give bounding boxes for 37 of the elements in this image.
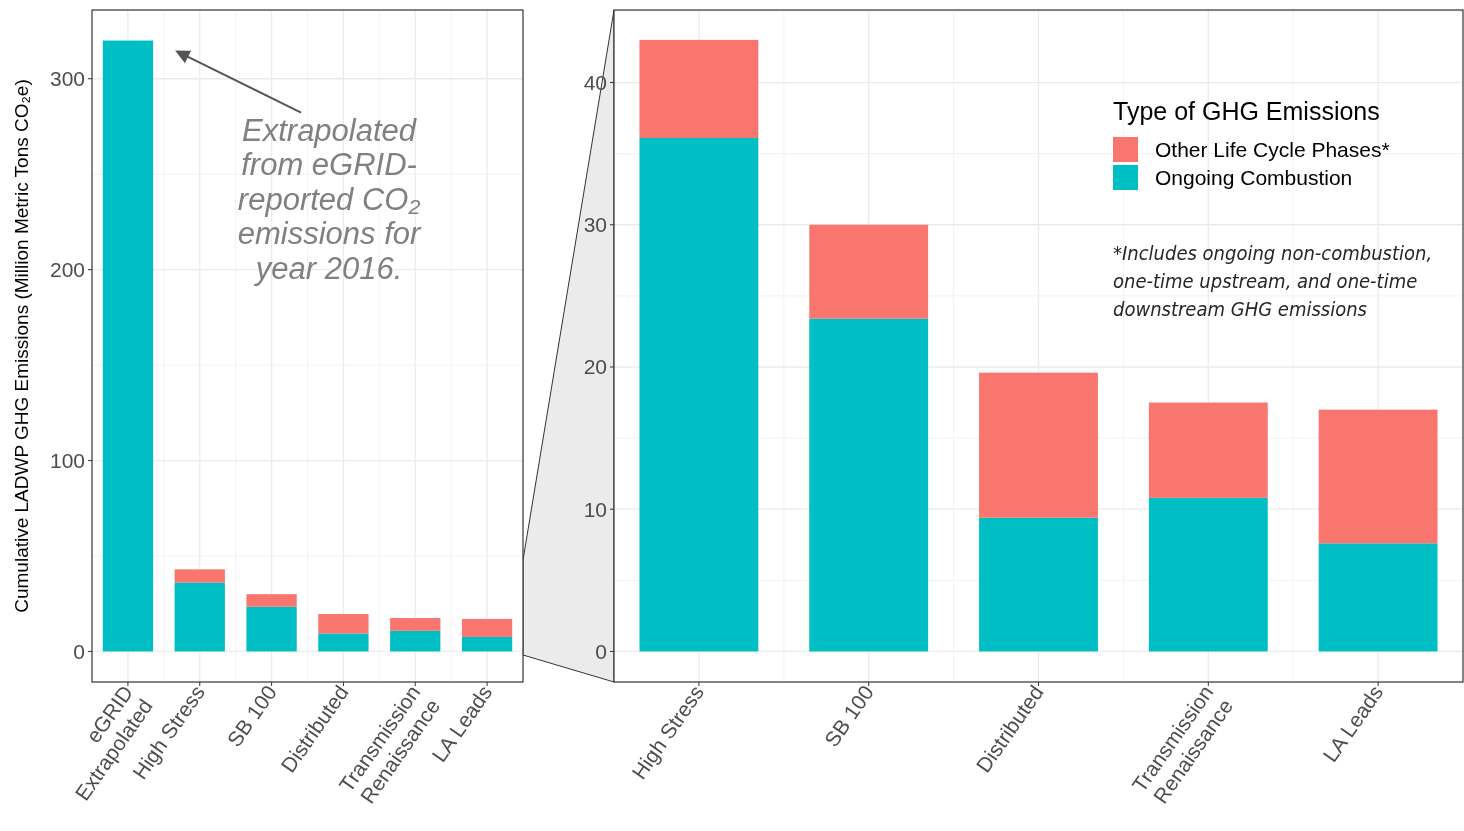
bar (809, 318, 929, 652)
y-tick-label: 30 (583, 213, 607, 237)
annotation: *Includes ongoing non-combustion, one-time upstream, and one-time downstream GHG emissions (1113, 241, 1433, 321)
bar (390, 630, 441, 652)
bar (1318, 409, 1438, 544)
bar (809, 224, 929, 319)
y-tick-label: 10 (583, 497, 607, 521)
bar (246, 606, 297, 652)
x-tick-label: SB 100 (819, 681, 878, 751)
bar (461, 619, 513, 637)
legend-label: Ongoing Combustion (1155, 166, 1353, 190)
bar (639, 138, 759, 652)
bar (318, 633, 369, 652)
bar (246, 594, 297, 607)
y-tick-label: 0 (595, 639, 607, 663)
bar (461, 636, 513, 652)
bar (318, 614, 369, 634)
y-tick-label: 20 (583, 355, 607, 379)
y-tick-label: 200 (49, 257, 85, 281)
bar (979, 372, 1098, 518)
legend-label: Other Life Cycle Phases* (1155, 138, 1390, 162)
bar (639, 39, 759, 138)
bar (1148, 497, 1268, 652)
bar (1318, 543, 1438, 652)
y-tick-label: 300 (49, 67, 85, 91)
bar (102, 40, 154, 652)
y-axis-title: Cumulative LADWP GHG Emissions (Million Metric Tons CO₂e) (11, 79, 32, 613)
bar (1148, 402, 1268, 498)
annotation: Extrapolated from eGRID- reported CO₂ emissions for year 2016. (237, 112, 423, 286)
bar (174, 582, 225, 652)
bar (174, 569, 225, 583)
x-tick-label: SB 100 (222, 681, 281, 751)
bar (979, 517, 1098, 652)
legend-title: Type of GHG Emissions (1113, 97, 1380, 125)
bar (390, 618, 441, 631)
y-tick-label: 0 (73, 639, 85, 663)
y-tick-label: 100 (49, 448, 85, 472)
